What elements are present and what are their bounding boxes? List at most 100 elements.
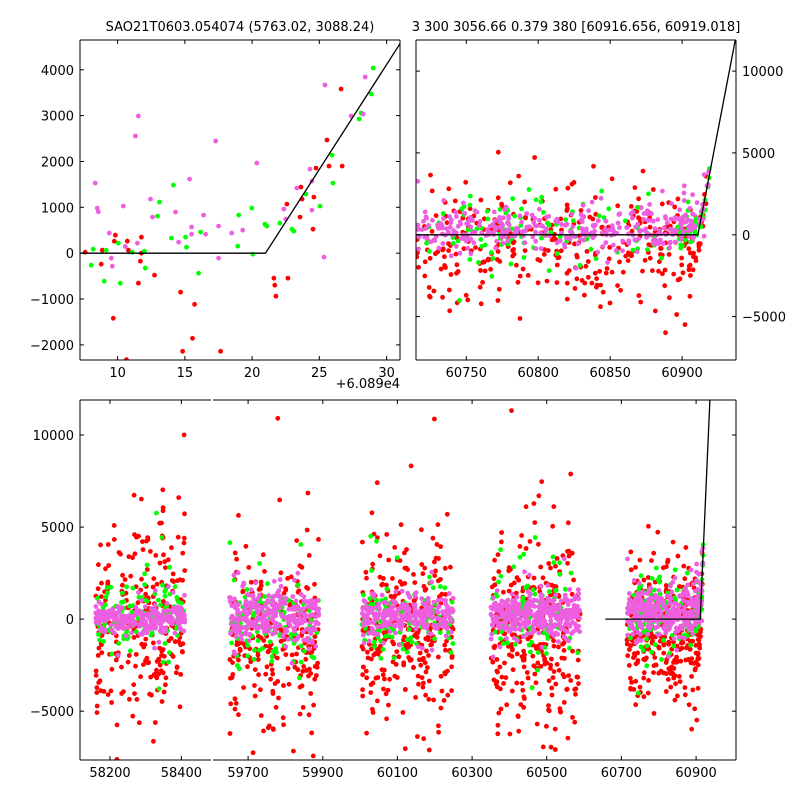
- point-red: [434, 542, 440, 547]
- point-magenta: [360, 606, 366, 612]
- point-red: [178, 642, 184, 648]
- point-red: [564, 270, 570, 276]
- point-magenta: [626, 601, 632, 607]
- point-green: [538, 199, 544, 205]
- point-magenta: [637, 623, 643, 629]
- point-red: [553, 563, 558, 569]
- model-line-bottom: [605, 400, 711, 620]
- point-magenta: [148, 606, 154, 612]
- point-red: [438, 577, 443, 582]
- point-red: [615, 203, 621, 209]
- point-magenta: [269, 610, 275, 616]
- point-magenta: [640, 591, 646, 596]
- point-red: [633, 702, 639, 708]
- point-magenta: [169, 621, 175, 627]
- point-green: [640, 647, 646, 653]
- point-red: [442, 670, 448, 675]
- bottom-seg1-xtick-label: 59900: [302, 766, 343, 781]
- point-red: [416, 254, 420, 260]
- point-magenta: [533, 246, 539, 252]
- point-red: [495, 149, 501, 155]
- point-red: [564, 208, 570, 214]
- point-green: [169, 235, 174, 241]
- point-magenta: [574, 614, 580, 619]
- point-red: [531, 501, 537, 506]
- point-magenta: [470, 218, 475, 223]
- point-green: [109, 651, 115, 657]
- point-red: [109, 700, 114, 705]
- point-green: [570, 218, 576, 224]
- point-red: [640, 268, 645, 274]
- point-red: [609, 176, 615, 182]
- point-red: [438, 705, 444, 711]
- point-magenta: [610, 242, 616, 248]
- point-red: [675, 693, 680, 699]
- point-magenta: [663, 215, 668, 221]
- point-red: [294, 651, 299, 657]
- point-red: [228, 701, 234, 707]
- point-red: [688, 273, 693, 278]
- point-red: [178, 289, 184, 295]
- point-magenta: [504, 636, 509, 641]
- point-magenta: [633, 640, 639, 646]
- point-red: [263, 671, 269, 677]
- point-red: [452, 198, 458, 204]
- point-red: [433, 213, 439, 219]
- point-red: [449, 655, 455, 660]
- point-magenta: [674, 611, 680, 617]
- point-magenta: [534, 598, 539, 603]
- point-magenta: [239, 636, 245, 642]
- point-green: [674, 587, 680, 593]
- point-magenta: [652, 237, 658, 242]
- point-magenta: [573, 625, 579, 630]
- point-magenta: [253, 622, 259, 628]
- point-green: [588, 246, 594, 252]
- point-red: [139, 496, 144, 502]
- point-magenta: [499, 598, 505, 604]
- point-magenta: [506, 614, 512, 619]
- point-red: [582, 280, 588, 286]
- point-magenta: [495, 623, 501, 629]
- point-magenta: [172, 630, 178, 636]
- point-magenta: [493, 602, 498, 607]
- point-red: [439, 688, 445, 694]
- point-magenta: [504, 624, 510, 630]
- point-magenta: [636, 236, 642, 242]
- point-magenta: [520, 609, 526, 615]
- point-magenta: [442, 615, 448, 620]
- bottom-points-segment-1: [227, 408, 706, 759]
- point-magenta: [647, 202, 652, 207]
- point-red: [682, 576, 688, 582]
- point-magenta: [360, 623, 366, 629]
- point-red: [607, 245, 613, 250]
- point-magenta: [584, 230, 590, 236]
- point-red: [427, 255, 433, 261]
- point-green: [545, 636, 551, 641]
- point-red: [406, 644, 411, 650]
- point-magenta: [668, 610, 674, 615]
- point-red: [527, 539, 533, 544]
- point-red: [486, 257, 491, 263]
- point-red: [448, 272, 454, 277]
- point-red: [656, 645, 662, 651]
- point-magenta: [554, 216, 560, 222]
- point-magenta: [439, 597, 445, 603]
- point-red: [482, 268, 488, 274]
- point-red: [426, 747, 432, 753]
- point-magenta: [683, 213, 688, 218]
- point-magenta: [251, 596, 257, 602]
- point-red: [111, 238, 117, 244]
- point-magenta: [179, 605, 184, 611]
- point-magenta: [665, 593, 670, 599]
- point-red: [163, 675, 169, 681]
- point-red: [668, 684, 674, 690]
- point-red: [308, 671, 314, 676]
- point-red: [535, 660, 541, 666]
- point-red: [368, 690, 374, 695]
- point-magenta: [395, 620, 401, 626]
- point-magenta: [115, 652, 121, 658]
- point-green: [154, 510, 159, 516]
- point-magenta: [688, 567, 694, 573]
- point-red: [156, 658, 162, 663]
- point-red: [442, 642, 448, 648]
